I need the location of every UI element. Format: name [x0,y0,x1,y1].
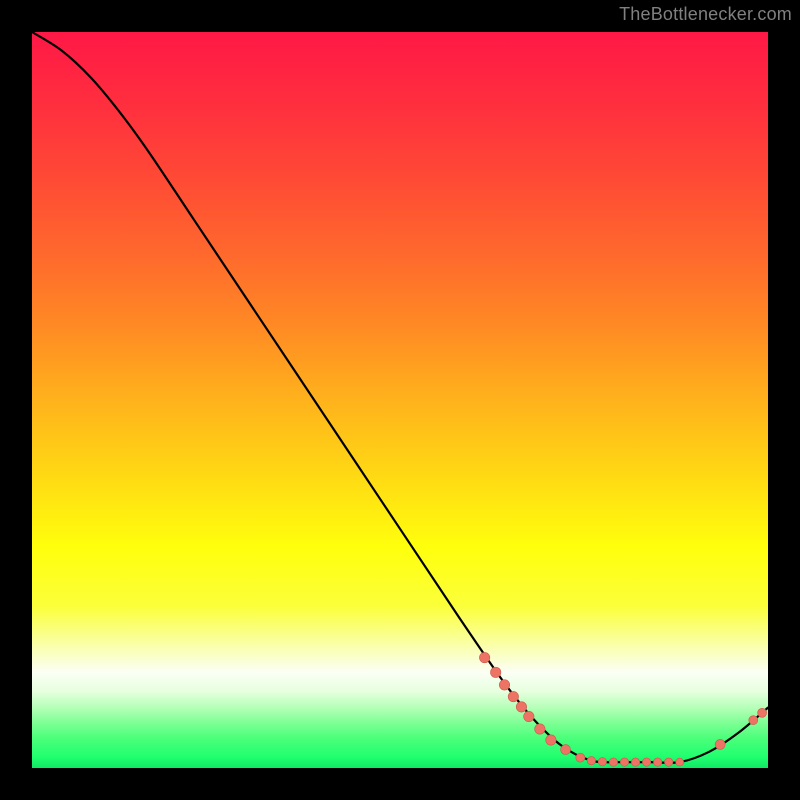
data-marker [479,652,489,662]
data-marker [620,758,628,766]
data-marker [598,758,606,766]
data-marker [546,735,556,745]
chart-plot-area [32,32,768,768]
data-marker [516,702,526,712]
data-marker [576,753,585,762]
data-marker [535,724,545,734]
data-marker [749,716,758,725]
watermark-text: TheBottlenecker.com [619,4,792,25]
bottleneck-chart [32,32,768,768]
data-marker [499,680,509,690]
data-marker [561,745,571,755]
data-marker [524,711,534,721]
data-marker [631,758,639,766]
data-marker [664,758,672,766]
data-marker [676,758,684,766]
data-marker [715,739,725,749]
data-marker [653,758,661,766]
data-marker [587,756,595,764]
data-marker [609,758,617,766]
data-marker [490,667,500,677]
data-marker [508,691,518,701]
data-marker [758,708,767,717]
data-marker [642,758,650,766]
